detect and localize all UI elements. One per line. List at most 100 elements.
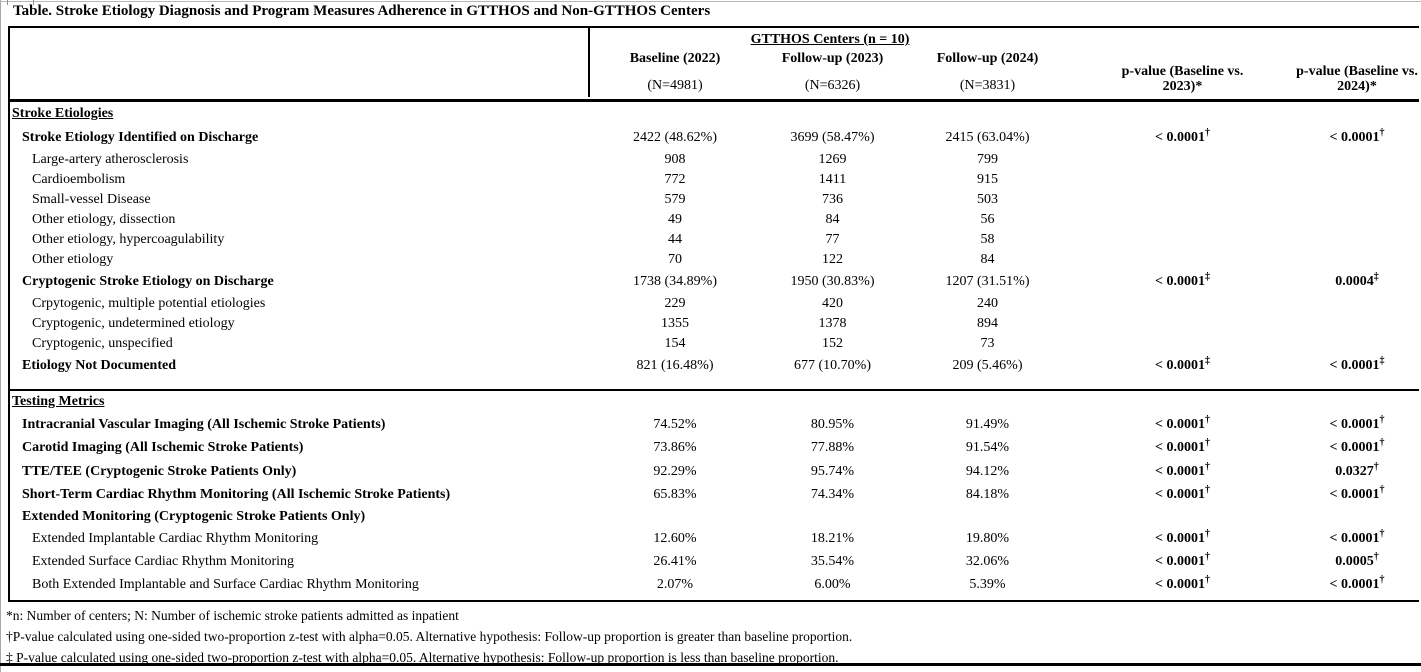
row-label: Large-artery atherosclerosis xyxy=(32,152,189,167)
footnotes: *n: Number of centers; N: Number of isch… xyxy=(6,605,852,668)
significance-mark: † xyxy=(1204,484,1210,496)
section-heading: Testing Metrics xyxy=(10,391,1419,413)
value-cell: 74.34% xyxy=(810,487,855,503)
value-cell: 19.80% xyxy=(965,530,1010,546)
row-label: Other etiology xyxy=(32,252,114,267)
pvalue-cell xyxy=(1295,250,1419,270)
pvalue-cell xyxy=(1070,230,1295,250)
table-row: Crpytogenic, multiple potential etiologi… xyxy=(10,294,1419,314)
pvalue-cell xyxy=(1070,334,1295,354)
group-header: GTTHOS Centers (n = 10) xyxy=(590,28,1070,48)
pvalue: 0.0005† xyxy=(1335,550,1379,569)
pvalue: < 0.0001† xyxy=(1155,573,1210,592)
header-label-spacer xyxy=(10,28,590,97)
grid-tick-mark xyxy=(7,0,8,5)
value-cell: 736 xyxy=(822,192,843,207)
value-cell: 73.86% xyxy=(653,440,697,456)
pvalue-cell: 0.0327† xyxy=(1295,460,1419,484)
value-cell: 677 (10.70%) xyxy=(794,358,871,373)
value-cell: 579 xyxy=(664,192,686,207)
pvalue-cell xyxy=(1295,334,1419,354)
pvalue: 0.0004‡ xyxy=(1335,271,1379,289)
pvalue-header-line1: p-value (Baseline vs. xyxy=(1121,64,1244,79)
significance-mark: † xyxy=(1204,127,1210,139)
pvalue-cell xyxy=(1070,190,1295,210)
pvalue-header-line2: 2024)* xyxy=(1337,79,1377,94)
pvalue-cell: < 0.0001† xyxy=(1295,437,1419,461)
value-cell: 420 xyxy=(822,296,843,311)
value-cell: 12.60% xyxy=(653,530,697,546)
value-cell: 58 xyxy=(980,232,995,247)
table-row: Other etiology 70 122 84 xyxy=(10,250,1419,270)
value-cell: 772 xyxy=(664,172,686,187)
pvalue: < 0.0001‡ xyxy=(1155,355,1210,373)
value-cell: 2415 (63.04%) xyxy=(945,130,1030,145)
row-label: Extended Implantable Cardiac Rhythm Moni… xyxy=(32,530,319,546)
value-cell: 92.29% xyxy=(653,463,697,479)
significance-mark: ‡ xyxy=(1204,355,1210,367)
table-row: Carotid Imaging (All Ischemic Stroke Pat… xyxy=(10,437,1419,461)
pvalue-cell: < 0.0001† xyxy=(1295,126,1419,150)
pvalue-cell xyxy=(1070,294,1295,314)
value-cell: 26.41% xyxy=(653,553,697,569)
value-cell: 32.06% xyxy=(965,553,1010,569)
value-cell: 915 xyxy=(977,172,998,187)
row-label: Intracranial Vascular Imaging (All Ische… xyxy=(22,416,386,432)
value-cell: 799 xyxy=(977,152,998,167)
bottom-rule xyxy=(0,663,1421,666)
pvalue-cell: 0.0004‡ xyxy=(1295,270,1419,294)
pvalue-cell xyxy=(1295,170,1419,190)
pvalue-cell xyxy=(1070,507,1295,527)
value-cell: 91.54% xyxy=(965,440,1010,456)
value-cell: 74.52% xyxy=(653,416,697,432)
row-label: TTE/TEE (Cryptogenic Stroke Patients Onl… xyxy=(22,463,297,479)
value-cell: 5.39% xyxy=(969,576,1006,592)
pvalue: < 0.0001† xyxy=(1155,527,1210,546)
pvalue-cell: < 0.0001† xyxy=(1070,437,1295,461)
row-label: Small-vessel Disease xyxy=(32,192,151,207)
significance-mark: † xyxy=(1379,527,1385,539)
table-row: Extended Surface Cardiac Rhythm Monitori… xyxy=(10,550,1419,573)
footnote: †P-value calculated using one-sided two-… xyxy=(6,629,853,644)
pvalue-cell: 0.0005† xyxy=(1295,550,1419,573)
pvalue-cell: < 0.0001‡ xyxy=(1070,354,1295,378)
value-cell: 84 xyxy=(825,212,840,227)
value-cell: 503 xyxy=(977,192,998,207)
value-cell: 1411 xyxy=(818,172,847,187)
value-cell: 1378 xyxy=(818,316,847,331)
value-cell: 91.49% xyxy=(965,416,1010,432)
pvalue: < 0.0001† xyxy=(1329,127,1385,145)
table-row: Intracranial Vascular Imaging (All Ische… xyxy=(10,413,1419,437)
grid-tick-mark xyxy=(33,0,34,5)
footnote: *n: Number of centers; N: Number of isch… xyxy=(6,608,459,623)
pvalue-cell xyxy=(1070,210,1295,230)
significance-mark: † xyxy=(1379,484,1385,496)
group-header-label: GTTHOS Centers (n = 10) xyxy=(750,32,910,47)
footnote: ‡ P-value calculated using one-sided two… xyxy=(6,650,839,665)
pvalue-cell: < 0.0001‡ xyxy=(1070,270,1295,294)
value-cell: 49 xyxy=(668,212,682,227)
pvalue-header-line2: 2023)* xyxy=(1162,79,1203,94)
pvalue-cell: < 0.0001† xyxy=(1295,413,1419,437)
table-row: Etiology Not Documented 821 (16.48%) 677 (… xyxy=(10,354,1419,378)
row-label: Other etiology, hypercoagulability xyxy=(32,232,225,247)
pvalue-cell: < 0.0001‡ xyxy=(1295,354,1419,378)
pvalue: < 0.0001† xyxy=(1329,573,1385,592)
pvalue-cell xyxy=(1070,250,1295,270)
section-heading-label: Testing Metrics xyxy=(12,394,105,409)
pvalue-cell: < 0.0001† xyxy=(1070,573,1295,596)
pvalue-column-header: p-value (Baseline vs. 2023)* xyxy=(1070,48,1295,97)
pvalue: < 0.0001† xyxy=(1329,437,1385,456)
value-cell: 77.88% xyxy=(810,440,855,456)
value-cell: 2422 (48.62%) xyxy=(633,130,717,145)
pvalue-cell xyxy=(1295,210,1419,230)
pvalue-cell xyxy=(1295,190,1419,210)
value-cell: 1207 (31.51%) xyxy=(945,274,1030,289)
section-divider xyxy=(10,378,1419,391)
table-row: Large-artery atherosclerosis 908 1269 799 xyxy=(10,150,1419,170)
value-cell: 70 xyxy=(668,252,682,267)
row-label: Cryptogenic, undetermined etiology xyxy=(32,316,235,331)
value-cell: 229 xyxy=(664,296,686,311)
column-header: Follow-up (2024) xyxy=(936,51,1039,66)
pvalue-cell: < 0.0001† xyxy=(1070,550,1295,573)
